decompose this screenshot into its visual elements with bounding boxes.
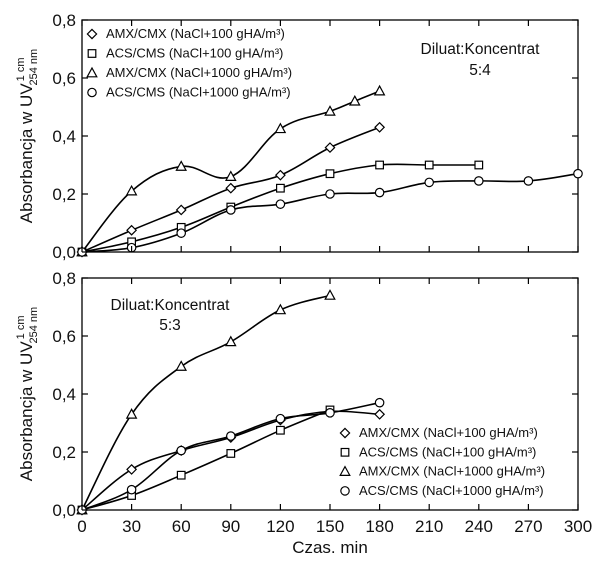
- bottom-y-tick-label: 0,2: [52, 443, 76, 462]
- top-y-label-sub: 254 nm: [28, 49, 40, 86]
- top-y-axis-label: Absorbancja w UV1 cm254 nm: [15, 49, 40, 223]
- top-data-point-circle: [573, 168, 583, 179]
- x-tick-label: 240: [465, 517, 493, 536]
- top-legend-triangle-marker: [86, 66, 98, 78]
- top-data-point-triangle: [274, 122, 287, 134]
- bottom-y-tick-label: 0,8: [52, 269, 76, 288]
- bottom-data-point-diamond: [374, 408, 386, 420]
- top-data-point-triangle: [373, 84, 386, 96]
- bottom-y-tick-label: 0,6: [52, 327, 76, 346]
- top-data-point-diamond: [324, 142, 336, 154]
- top-annotation-line2: 5:4: [469, 62, 491, 79]
- top-data-point-diamond: [374, 121, 386, 133]
- bottom-panel: 0 30 60 90 120 150 180 210 240 270 300 0,0 0,2 0,4 0,6…: [15, 269, 592, 557]
- x-tick-label: 150: [316, 517, 344, 536]
- x-tick-label: 60: [172, 517, 191, 536]
- x-tick-label: 210: [415, 517, 443, 536]
- bottom-data-point-circle: [275, 413, 286, 424]
- top-y-tick-label: 0,4: [52, 127, 76, 146]
- bottom-data-point-triangle: [175, 360, 188, 371]
- bottom-data-point-triangle: [125, 408, 138, 419]
- bottom-legend-triangle-marker: [339, 465, 351, 476]
- top-y-tick-label: 0,6: [52, 69, 76, 88]
- top-data-point-square: [276, 183, 285, 193]
- bottom-y-label-sub: 254 nm: [28, 307, 40, 344]
- bottom-legend-circle-marker: [340, 486, 350, 496]
- bottom-data-point-circle: [176, 445, 186, 456]
- x-tick-label: 90: [221, 517, 240, 536]
- top-data-point-circle: [374, 187, 385, 198]
- bottom-series-line-square: [81, 409, 331, 511]
- top-data-point-circle: [424, 177, 434, 188]
- top-data-point-circle: [176, 228, 186, 238]
- top-annotation-line1: Diluat:Koncentrat: [421, 41, 541, 58]
- top-data-point-square: [424, 160, 434, 170]
- bottom-data-point-square: [226, 449, 236, 458]
- bottom-y-label-sup: 1 cm: [15, 316, 27, 340]
- top-data-point-triangle: [224, 170, 237, 181]
- bottom-y-axis-label: Absorbancja w UV1 cm254 nm: [15, 307, 40, 481]
- bottom-y-tick-label: 0,4: [52, 385, 76, 404]
- top-data-point-circle: [473, 176, 484, 186]
- bottom-data-point-circle: [374, 397, 385, 408]
- top-data-point-circle: [325, 189, 335, 199]
- top-series-line-circle: [81, 172, 579, 253]
- x-tick-label: 120: [266, 517, 294, 536]
- bottom-legend-label: AMX/CMX (NaCl+1000 gHA/m³): [359, 464, 545, 479]
- top-data-point-circle: [275, 199, 286, 209]
- top-y-tick-label: 0,0: [52, 243, 76, 262]
- top-data-point-diamond: [126, 224, 138, 236]
- x-tick-label: 270: [514, 517, 542, 536]
- bottom-data-point-circle: [126, 484, 137, 495]
- top-y-tick-label: 0,8: [52, 11, 76, 30]
- top-data-point-circle: [523, 176, 534, 186]
- top-y-tick-label: 0,2: [52, 185, 76, 204]
- bottom-data-point-square: [176, 470, 186, 480]
- bottom-y-tick-label: 0,0: [52, 501, 76, 520]
- bottom-annotation-line2: 5:3: [159, 317, 181, 334]
- top-data-point-diamond: [175, 204, 187, 216]
- top-legend-circle-marker: [87, 87, 97, 98]
- top-panel: 0,0 0,2 0,4 0,6 0,8 AMX/CMX (NaCl+100 gHA/m³…: [15, 11, 583, 262]
- top-data-point-circle: [226, 205, 236, 215]
- x-tick-label: 30: [122, 517, 141, 536]
- top-legend-diamond-marker: [86, 28, 98, 40]
- bottom-data-point-triangle: [224, 335, 237, 347]
- bottom-data-point-diamond: [126, 463, 138, 475]
- bottom-legend-label: ACS/CMS (NaCl+100 gHA/m³): [359, 444, 536, 459]
- bottom-data-point-circle: [226, 431, 236, 441]
- top-data-point-square: [325, 169, 335, 179]
- bottom-legend-diamond-marker: [339, 427, 351, 439]
- top-data-point-triangle: [348, 94, 361, 106]
- top-data-point-triangle: [324, 105, 336, 116]
- x-axis-label: Czas. min: [292, 538, 368, 557]
- bottom-data-point-circle: [325, 408, 335, 418]
- bottom-series-line-diamond: [81, 410, 380, 511]
- bottom-legend: AMX/CMX (NaCl+100 gHA/m³) ACS/CMS (NaCl+1…: [339, 425, 545, 498]
- bottom-data-point-square: [276, 425, 285, 435]
- top-data-point-triangle: [175, 160, 188, 171]
- top-legend-square-marker: [87, 49, 97, 58]
- x-tick-label: 0: [77, 517, 86, 536]
- top-data-point-square: [474, 160, 484, 170]
- top-legend-label: ACS/CMS (NaCl+100 gHA/m³): [106, 46, 283, 61]
- bottom-legend-label: AMX/CMX (NaCl+100 gHA/m³): [359, 425, 538, 440]
- x-tick-label: 180: [365, 517, 393, 536]
- top-y-label-sup: 1 cm: [15, 58, 27, 82]
- bottom-legend-square-marker: [340, 447, 350, 457]
- top-data-point-diamond: [225, 182, 237, 194]
- bottom-data-point-triangle: [274, 303, 287, 315]
- top-data-point-triangle: [125, 184, 138, 196]
- top-legend-label: AMX/CMX (NaCl+100 gHA/m³): [106, 26, 285, 41]
- bottom-legend-label: ACS/CMS (NaCl+1000 gHA/m³): [359, 483, 544, 498]
- top-legend-label: ACS/CMS (NaCl+1000 gHA/m³): [106, 85, 291, 100]
- x-tick-label: 300: [564, 517, 592, 536]
- bottom-annotation-line1: Diluat:Koncentrat: [111, 297, 231, 314]
- top-legend-label: AMX/CMX (NaCl+1000 gHA/m³): [106, 65, 292, 80]
- top-data-point-diamond: [274, 169, 286, 181]
- bottom-data-point-triangle: [324, 289, 336, 300]
- top-legend: AMX/CMX (NaCl+100 gHA/m³) ACS/CMS (NaCl+1…: [86, 26, 292, 100]
- top-data-point-square: [375, 160, 384, 170]
